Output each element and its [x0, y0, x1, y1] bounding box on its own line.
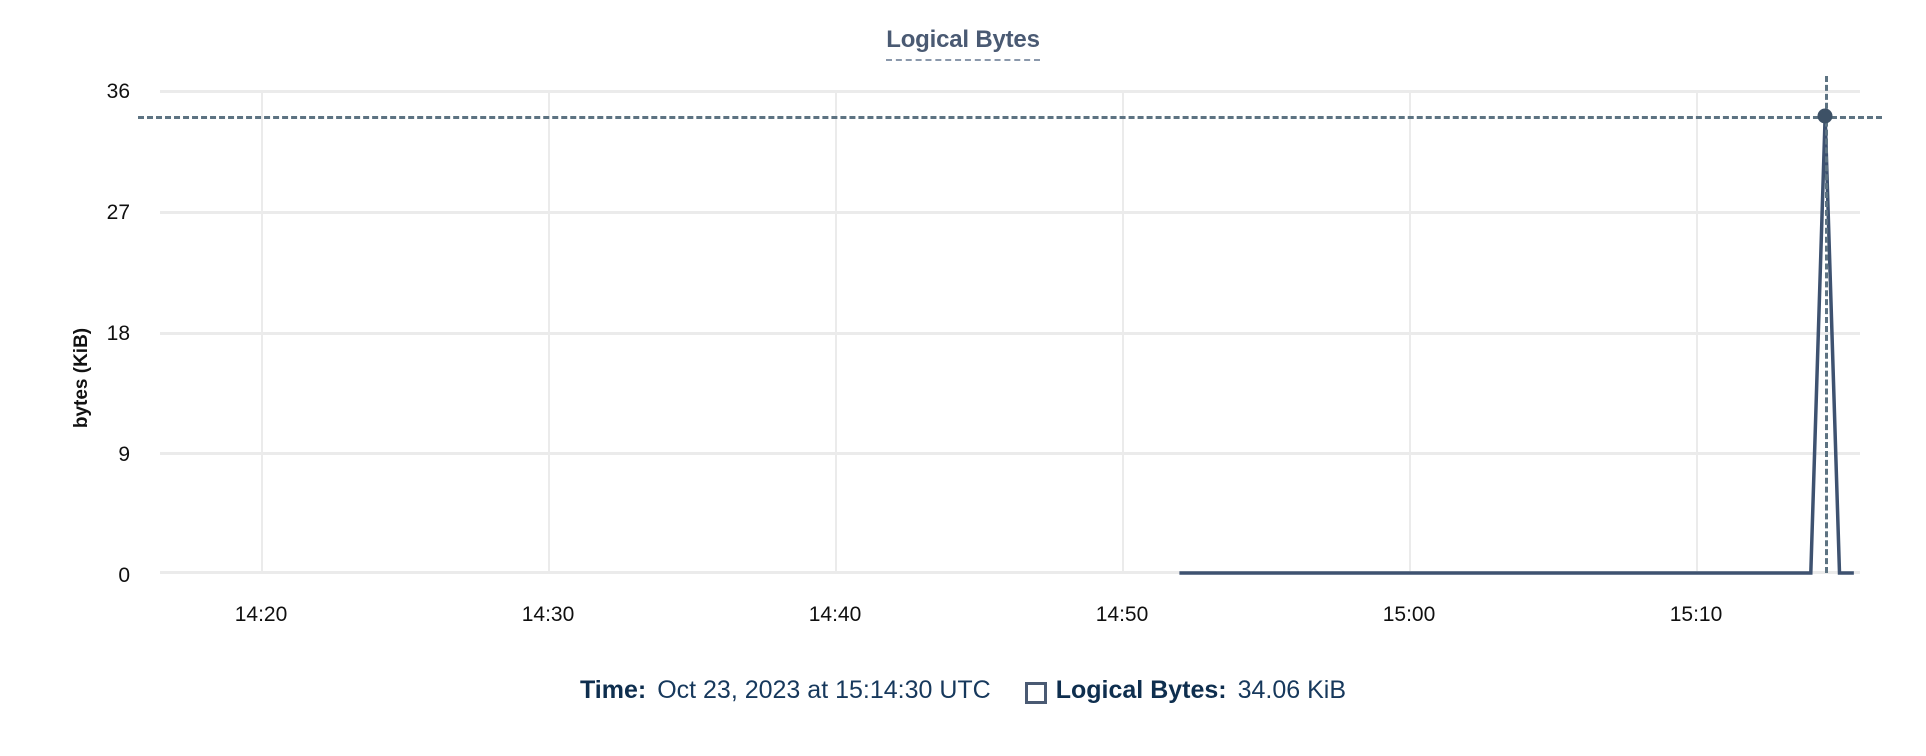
hollow-square-icon — [1024, 681, 1047, 704]
crosshair-horizontal-line — [138, 116, 1882, 120]
chart-title-container: Logical Bytes — [0, 26, 1926, 61]
plot-area[interactable] — [138, 76, 1882, 575]
gridline-v-1430 — [548, 90, 550, 573]
footer-time-value: Oct 23, 2023 at 15:14:30 UTC — [657, 676, 991, 704]
x-tick-label-1440: 14:40 — [808, 603, 862, 626]
y-tick-label-18: 18 — [106, 322, 130, 345]
gridline-v-1420 — [261, 90, 263, 573]
footer-time-group: Time: Oct 23, 2023 at 15:14:30 UTC — [580, 676, 991, 705]
footer-time-label: Time: — [579, 676, 647, 704]
gridline-h-27 — [160, 211, 1860, 214]
x-tick-label-1450: 14:50 — [1095, 603, 1149, 626]
crosshair-vertical-line — [1825, 76, 1829, 573]
gridline-h-9 — [160, 452, 1860, 455]
y-tick-label-9: 9 — [118, 443, 130, 466]
gridline-v-1510 — [1696, 90, 1698, 573]
gridline-h-36 — [160, 90, 1860, 93]
x-tick-label-1500: 15:00 — [1382, 603, 1436, 626]
footer-series-label: Logical Bytes: — [1055, 676, 1227, 704]
page-title: Logical Bytes — [886, 26, 1040, 61]
chart-footer-legend: Time: Oct 23, 2023 at 15:14:30 UTC Logic… — [0, 676, 1926, 705]
x-tick-label-1430: 14:30 — [521, 603, 575, 626]
gridline-h-18 — [160, 332, 1860, 335]
gridline-v-1450 — [1122, 90, 1124, 573]
y-tick-label-36: 36 — [106, 80, 130, 103]
series-logical-bytes — [1179, 115, 1854, 575]
gridline-v-1440 — [835, 90, 837, 573]
footer-series-group[interactable]: Logical Bytes: 34.06 KiB — [1024, 676, 1347, 705]
x-tick-label-1420: 14:20 — [234, 603, 288, 626]
y-tick-label-0: 0 — [118, 564, 130, 587]
x-tick-label-1510: 15:10 — [1669, 603, 1723, 626]
footer-series-value: 34.06 KiB — [1237, 676, 1347, 704]
gridline-v-1500 — [1409, 90, 1411, 573]
peak-value-marker[interactable] — [1817, 108, 1833, 124]
y-tick-label-27: 27 — [106, 201, 130, 224]
gridline-h-0 — [160, 571, 1860, 574]
